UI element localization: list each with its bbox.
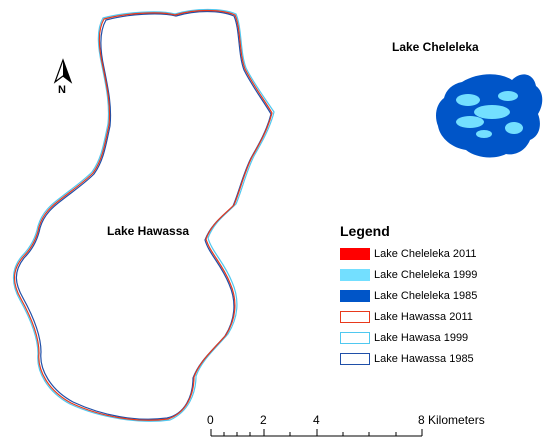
legend-label: Lake Hawasa 1999 [374, 332, 469, 344]
north-label: N [58, 84, 66, 96]
scale-tick-label: 0 [207, 413, 214, 427]
scale-bar [210, 429, 423, 437]
legend-swatch [340, 311, 370, 323]
legend-label: Lake Cheleleka 2011 [374, 248, 477, 260]
legend-label: Lake Cheleleka 1985 [374, 290, 478, 302]
legend-title: Legend [340, 223, 390, 239]
legend-swatch [340, 248, 370, 260]
scale-tick-label: 8 Kilometers [418, 413, 485, 427]
legend-swatch [340, 269, 370, 281]
north-arrow [53, 58, 73, 84]
legend-item: Lake Hawassa 2011 [340, 310, 473, 324]
legend-swatch [340, 290, 370, 302]
hawassa-2011-outline [13, 9, 273, 421]
legend-swatch [340, 332, 370, 344]
cheleleka-1999-patches [456, 91, 523, 138]
hawassa-1985-outline [15, 10, 272, 420]
legend-label: Lake Hawassa 2011 [374, 311, 473, 323]
legend-item: Lake Cheleleka 1999 [340, 268, 477, 282]
label-lake-cheleleka: Lake Cheleleka [392, 40, 479, 54]
legend-item: Lake Hawasa 1999 [340, 331, 468, 345]
legend-item: Lake Hawassa 1985 [340, 352, 474, 366]
legend-label: Lake Cheleleka 1999 [374, 269, 478, 281]
legend-label: Lake Hawassa 1985 [374, 353, 474, 365]
scale-tick-label: 4 [313, 413, 320, 427]
lake-hawassa-shoreline [12, 8, 275, 422]
legend-item: Lake Cheleleka 1985 [340, 289, 477, 303]
hawassa-1999-outline [12, 8, 275, 422]
lake-cheleleka [436, 74, 543, 158]
legend-swatch [340, 353, 370, 365]
legend-item: Lake Cheleleka 2011 [340, 247, 477, 261]
label-lake-hawassa: Lake Hawassa [107, 224, 190, 238]
scale-tick-label: 2 [260, 413, 267, 427]
